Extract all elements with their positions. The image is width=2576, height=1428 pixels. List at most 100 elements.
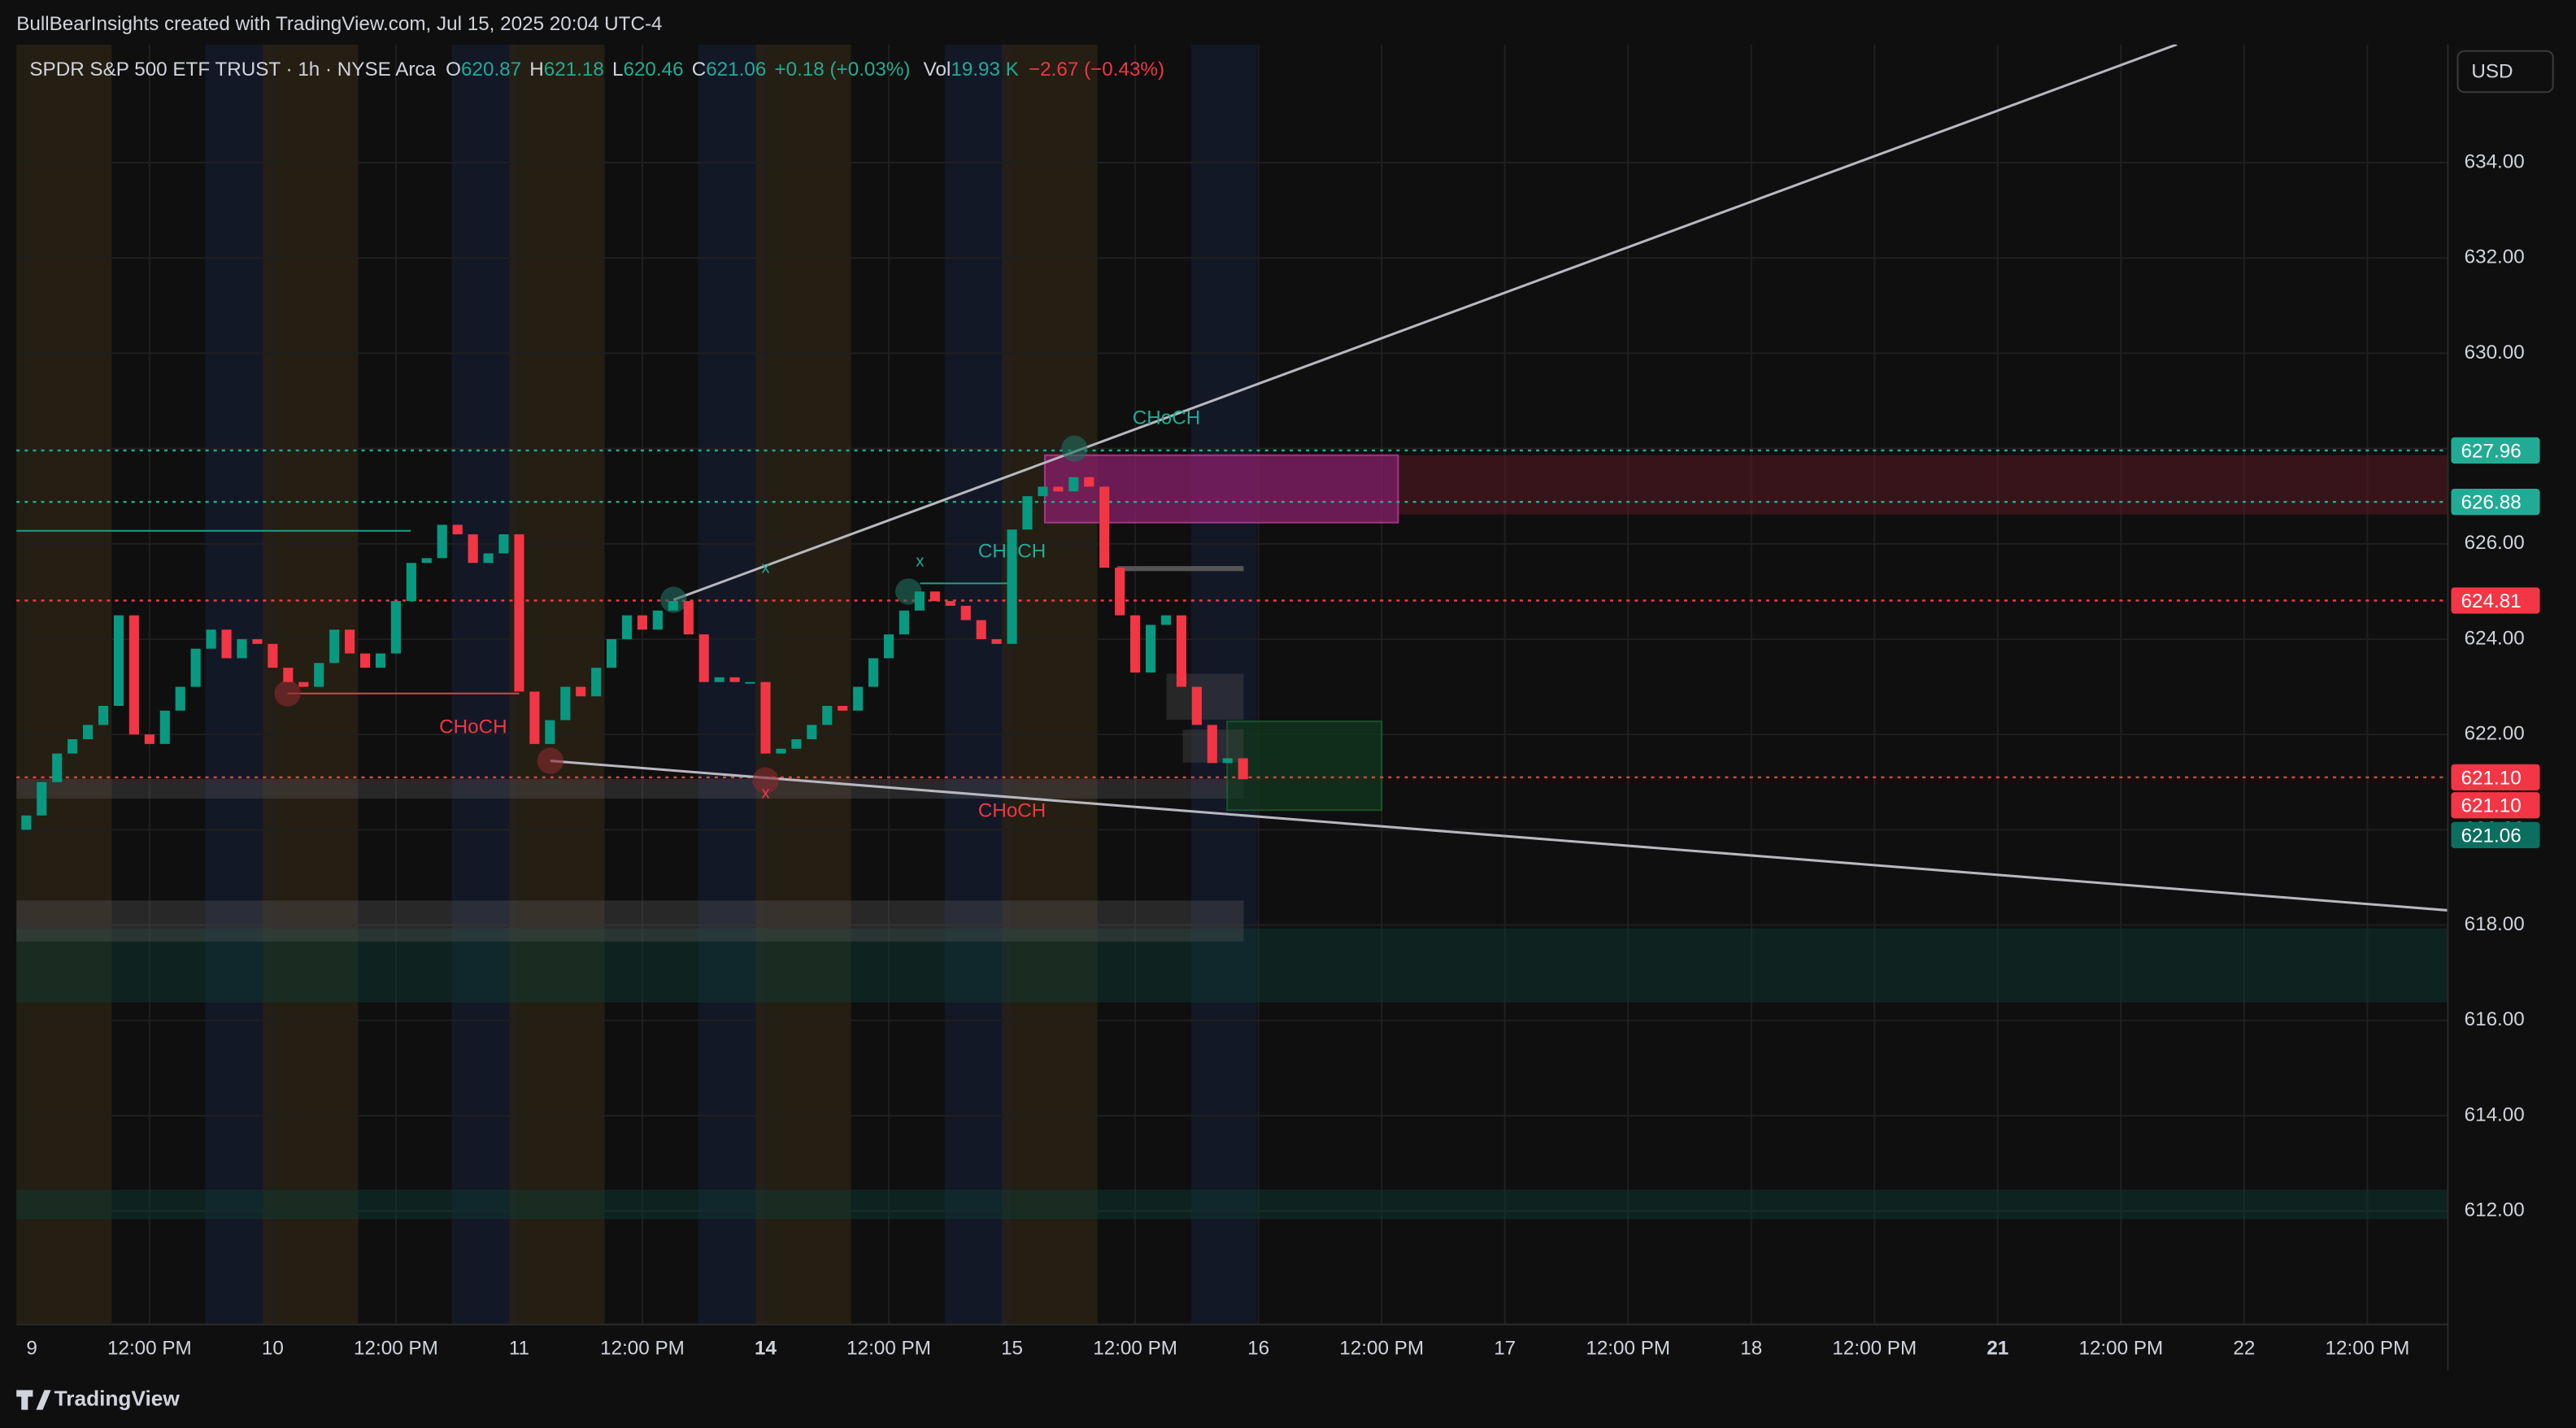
currency-button[interactable] xyxy=(2456,50,2554,94)
grey-zone xyxy=(16,900,1244,942)
time-axis: 9 12:00 PM 10 12:00 PM 11 12:00 PM 14 12:00 PM 1… xyxy=(26,1337,2409,1359)
logo-mark xyxy=(16,1390,51,1410)
candle-body xyxy=(1130,615,1141,673)
choch-label: CHoCH xyxy=(978,800,1046,822)
candle-body xyxy=(359,653,371,668)
time-label: 12:00 PM xyxy=(2326,1337,2410,1359)
price-tag-label: 621.06 xyxy=(2461,825,2522,847)
afterhours-band xyxy=(205,44,272,1325)
candle-body xyxy=(314,663,324,687)
time-label: 12:00 PM xyxy=(1832,1337,1917,1359)
legend: SPDR S&P 500 ETF TRUST · 1h · NYSE Arca O… xyxy=(29,59,1164,81)
brand-logo xyxy=(16,1390,51,1410)
credit: BullBearInsights created with TradingVie… xyxy=(16,13,662,35)
time-label: 15 xyxy=(1001,1337,1023,1359)
time-label: 12:00 PM xyxy=(354,1337,438,1359)
candle-body xyxy=(1145,625,1156,673)
price-tag-label: 621.10 xyxy=(2461,767,2522,789)
candle-body xyxy=(652,610,663,630)
time-label: 18 xyxy=(1740,1337,1762,1359)
vol-value: 19.93 K xyxy=(951,59,1019,81)
candle-body xyxy=(113,615,124,707)
time-label: 12:00 PM xyxy=(1093,1337,1177,1359)
candle-body xyxy=(929,591,940,602)
candle-body xyxy=(729,677,740,682)
symbol: SPDR S&P 500 ETF TRUST · 1h · NYSE Arca xyxy=(29,59,436,81)
supply-zone xyxy=(1398,455,2448,515)
candle-body xyxy=(1115,568,1125,616)
candle-body xyxy=(437,525,447,559)
afterhours-band xyxy=(698,44,764,1325)
premarket-band xyxy=(16,44,112,1325)
candle-body xyxy=(1068,477,1079,492)
pivot xyxy=(660,586,687,613)
candle-body xyxy=(237,638,247,659)
time-label: 16 xyxy=(1247,1337,1269,1359)
candle-body xyxy=(976,620,986,639)
price-tag-label: 626.88 xyxy=(2461,492,2522,514)
pivot xyxy=(537,747,564,774)
time-label: 12:00 PM xyxy=(1339,1337,1424,1359)
h-label: H xyxy=(529,59,544,81)
candle-body xyxy=(899,610,910,635)
candle-body xyxy=(1038,486,1048,497)
time-label: 14 xyxy=(755,1337,777,1359)
l-label: L xyxy=(612,59,623,81)
candles xyxy=(21,477,1248,830)
price-tag xyxy=(2451,764,2540,791)
time-label: 12:00 PM xyxy=(2078,1337,2163,1359)
candle-body xyxy=(252,638,263,644)
time-label: 12:00 PM xyxy=(1586,1337,1670,1359)
currency-label[interactable]: USD xyxy=(2471,60,2513,82)
candle-body xyxy=(914,591,925,611)
candle-body xyxy=(960,605,971,620)
y-tick-label: 630.00 xyxy=(2465,342,2525,364)
candle-body xyxy=(683,601,694,635)
price-axis: 612.00614.00616.00618.00620.00622.00624.… xyxy=(2451,150,2540,1221)
candle-body xyxy=(760,681,771,754)
candle-body xyxy=(529,691,540,744)
candle-body xyxy=(175,686,185,711)
candle-body xyxy=(190,648,201,687)
pivot xyxy=(1061,435,1088,462)
time-label: 21 xyxy=(1986,1337,2008,1359)
candle-body xyxy=(98,706,109,725)
candle-body xyxy=(268,643,278,668)
candle-body xyxy=(390,601,401,654)
candle-body xyxy=(807,725,817,740)
candle-body xyxy=(375,653,386,668)
drawings: CHoCH CHoCH CHoCH CHoCH x x x xyxy=(16,43,2448,912)
candle-body xyxy=(421,558,432,564)
candle-body xyxy=(452,525,463,535)
candle-body xyxy=(144,734,154,744)
demand-zone xyxy=(16,1189,2448,1220)
y-tick-label: 618.00 xyxy=(2465,913,2525,935)
afterhours-band xyxy=(944,44,1011,1325)
candle-body xyxy=(1191,686,1202,725)
h-value: 621.18 xyxy=(544,59,604,81)
candle-body xyxy=(560,686,571,721)
grey-zone xyxy=(16,778,1244,799)
candle-body xyxy=(668,601,678,611)
choch-label: CHoCH xyxy=(1133,407,1200,429)
candle-body xyxy=(221,629,232,659)
trend-line xyxy=(550,760,2448,912)
time-label: 10 xyxy=(262,1337,284,1359)
zones xyxy=(16,454,2448,1220)
candle-body xyxy=(1084,477,1094,487)
premarket-band xyxy=(263,44,359,1325)
candle-body xyxy=(545,720,555,744)
candle-body xyxy=(67,739,78,754)
candle-body xyxy=(1207,725,1217,764)
y-tick-label: 614.00 xyxy=(2465,1104,2525,1125)
candle-body xyxy=(406,563,416,602)
candle-body xyxy=(991,638,1002,644)
candle-body xyxy=(698,634,709,682)
y-tick-label: 616.00 xyxy=(2465,1008,2525,1030)
y-tick-label: 634.00 xyxy=(2465,150,2525,172)
candle-body xyxy=(1238,758,1248,780)
grid xyxy=(16,44,2448,1325)
candle-body xyxy=(1022,496,1033,530)
